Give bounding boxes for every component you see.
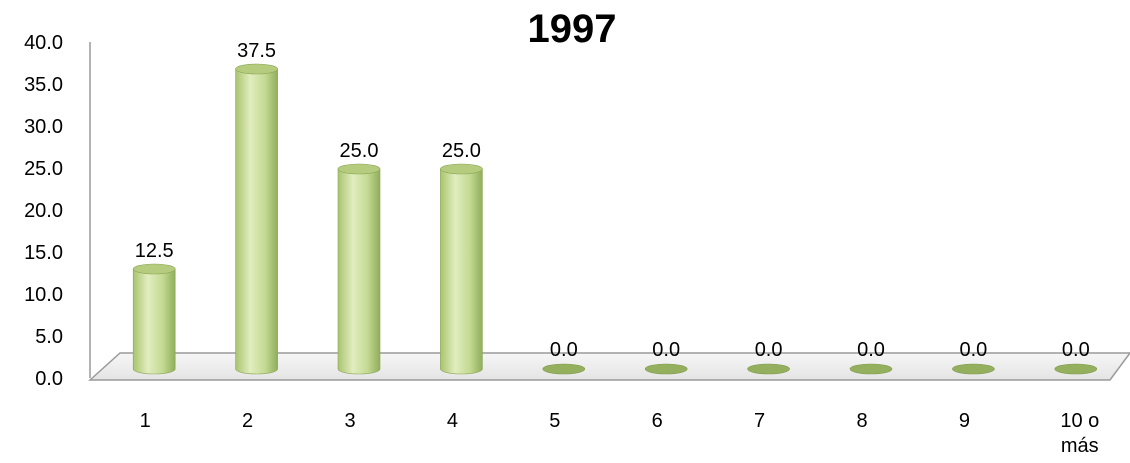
bar-6 (644, 363, 688, 375)
y-tick-label: 25.0 (24, 158, 63, 180)
y-tick-label: 35.0 (24, 74, 63, 96)
bar-4 (440, 163, 483, 375)
x-tick-label: 1 (140, 410, 151, 432)
bar-body (440, 168, 483, 375)
bar-2 (235, 63, 278, 375)
x-tick-label: 5 (549, 410, 560, 432)
y-tick-label: 30.0 (24, 116, 63, 138)
y-tick-label: 10.0 (24, 284, 63, 306)
x-tick-label: 2 (242, 410, 253, 432)
bar-10 (1054, 363, 1098, 375)
bar-top (235, 63, 278, 75)
bar-9 (952, 363, 995, 375)
data-label: 0.0 (652, 339, 680, 361)
data-label: 0.0 (550, 339, 578, 361)
bar-top (337, 163, 381, 175)
bar-8 (849, 363, 893, 375)
x-tick-label: 7 (754, 410, 765, 432)
bar-flat (1054, 363, 1098, 375)
bar-top (132, 263, 176, 275)
y-tick-label: 15.0 (24, 242, 63, 264)
x-tick-label: 3 (344, 410, 355, 432)
bar-body (132, 268, 176, 375)
x-tick-label: 6 (652, 410, 663, 432)
x-tick-label: 10 o más (1060, 410, 1099, 457)
bar-flat (644, 363, 688, 375)
x-tick-label: 8 (856, 410, 867, 432)
bar-flat (747, 363, 790, 375)
bar-body (337, 168, 381, 375)
bar-body (235, 68, 278, 375)
bar-7 (747, 363, 790, 375)
y-tick-label: 40.0 (24, 32, 63, 54)
data-label: 0.0 (755, 339, 783, 361)
data-label: 25.0 (340, 140, 379, 162)
bars (132, 63, 1098, 375)
y-tick-label: 5.0 (35, 326, 63, 348)
bar-flat (542, 363, 586, 375)
bar-3 (337, 163, 381, 375)
data-labels: 12.5 37.5 25.0 25.0 0.0 0.0 0.0 0.0 0.0 0.0 (135, 40, 1090, 361)
bar-top (440, 163, 483, 175)
data-label: 25.0 (442, 140, 481, 162)
bar-flat (952, 363, 995, 375)
bar-5 (542, 363, 586, 375)
y-tick-label: 20.0 (24, 200, 63, 222)
chart-title: 1997 (528, 7, 617, 51)
x-tick-label: 9 (959, 410, 970, 432)
x-tick-label: 4 (447, 410, 458, 432)
data-label: 0.0 (857, 339, 885, 361)
bar-flat (849, 363, 893, 375)
data-label: 37.5 (237, 40, 276, 62)
bar-1 (132, 263, 176, 375)
data-label: 12.5 (135, 240, 174, 262)
data-label: 0.0 (959, 339, 987, 361)
data-label: 0.0 (1062, 339, 1090, 361)
y-tick-label: 0.0 (35, 368, 63, 390)
y-tick-labels: 0.0 5.0 10.0 15.0 20.0 25.0 30.0 35.0 40.0 (24, 32, 63, 390)
x-tick-labels: 1 2 3 4 5 6 7 8 9 10 o más (140, 410, 1100, 457)
